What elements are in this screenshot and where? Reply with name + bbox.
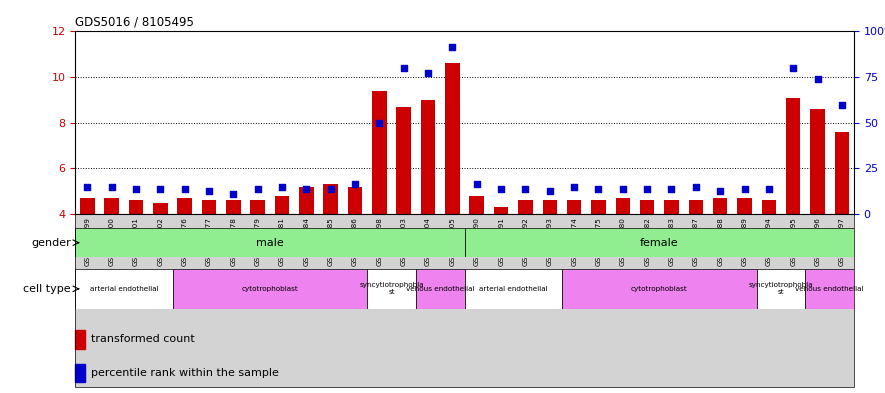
Point — [129, 186, 143, 192]
Bar — [324, 184, 338, 214]
Point — [153, 186, 167, 192]
Point — [445, 44, 459, 51]
Bar — [75, 228, 465, 257]
Bar — [250, 200, 266, 214]
Text: percentile rank within the sample: percentile rank within the sample — [91, 368, 279, 378]
Bar — [469, 196, 484, 214]
Bar — [445, 63, 460, 214]
Bar — [591, 200, 606, 214]
Bar — [153, 203, 168, 214]
Bar — [75, 269, 173, 309]
Text: GDS5016 / 8105495: GDS5016 / 8105495 — [75, 16, 194, 29]
Bar — [75, 330, 85, 349]
Point — [299, 186, 313, 192]
Point — [689, 184, 703, 190]
Point — [762, 186, 776, 192]
Bar — [761, 200, 776, 214]
Bar — [805, 269, 854, 309]
Point — [396, 65, 411, 71]
Text: arterial endothelial: arterial endothelial — [89, 286, 158, 292]
Point — [178, 186, 192, 192]
Text: cytotrophoblast: cytotrophoblast — [631, 286, 688, 292]
Point — [543, 188, 557, 195]
Text: syncytiotrophobla
st: syncytiotrophobla st — [359, 282, 424, 296]
Text: male: male — [256, 238, 284, 248]
Text: arterial endothelial: arterial endothelial — [479, 286, 548, 292]
Bar — [811, 109, 825, 214]
Bar — [689, 200, 704, 214]
Point — [470, 181, 484, 187]
Point — [811, 76, 825, 83]
Text: syncytiotrophobla
st: syncytiotrophobla st — [749, 282, 813, 296]
Point — [665, 186, 679, 192]
Bar — [640, 200, 655, 214]
Bar — [566, 200, 581, 214]
Bar — [562, 269, 757, 309]
Point — [373, 119, 387, 126]
Text: transformed count: transformed count — [91, 334, 195, 344]
Bar — [757, 269, 805, 309]
Text: gender: gender — [31, 238, 71, 248]
Point — [324, 186, 338, 192]
Point — [227, 191, 241, 197]
Point — [519, 186, 533, 192]
Point — [104, 184, 119, 190]
Text: cytotrophoblast: cytotrophoblast — [242, 286, 298, 292]
Bar — [396, 107, 411, 214]
Point — [250, 186, 265, 192]
Point — [567, 184, 581, 190]
Bar — [202, 200, 217, 214]
Point — [275, 184, 289, 190]
Point — [348, 181, 362, 187]
Bar — [367, 269, 416, 309]
Point — [202, 188, 216, 195]
Point — [616, 186, 630, 192]
Bar — [129, 200, 143, 214]
Text: cell type: cell type — [23, 284, 71, 294]
Bar — [664, 200, 679, 214]
Bar — [104, 198, 119, 214]
Bar — [465, 269, 562, 309]
Text: female: female — [640, 238, 679, 248]
Bar — [299, 187, 313, 214]
Bar — [177, 198, 192, 214]
Point — [591, 186, 605, 192]
Bar — [372, 91, 387, 214]
Point — [81, 184, 95, 190]
Text: venous endothelial: venous endothelial — [796, 286, 864, 292]
Point — [421, 70, 435, 76]
Bar — [75, 364, 85, 382]
Bar — [173, 269, 367, 309]
Text: venous endothelial: venous endothelial — [406, 286, 474, 292]
Bar — [416, 269, 465, 309]
Bar — [275, 196, 289, 214]
Bar — [615, 198, 630, 214]
Point — [713, 188, 727, 195]
Point — [786, 65, 800, 71]
Bar — [348, 187, 363, 214]
Bar — [835, 132, 850, 214]
Point — [640, 186, 654, 192]
Point — [494, 186, 508, 192]
Bar — [713, 198, 727, 214]
Bar — [494, 208, 508, 214]
Bar — [227, 200, 241, 214]
Point — [737, 186, 751, 192]
Bar — [737, 198, 752, 214]
Bar — [421, 100, 435, 214]
Bar — [786, 98, 800, 214]
Point — [835, 101, 849, 108]
Bar — [543, 200, 558, 214]
Bar — [81, 198, 95, 214]
Bar — [519, 200, 533, 214]
Bar — [465, 228, 854, 257]
